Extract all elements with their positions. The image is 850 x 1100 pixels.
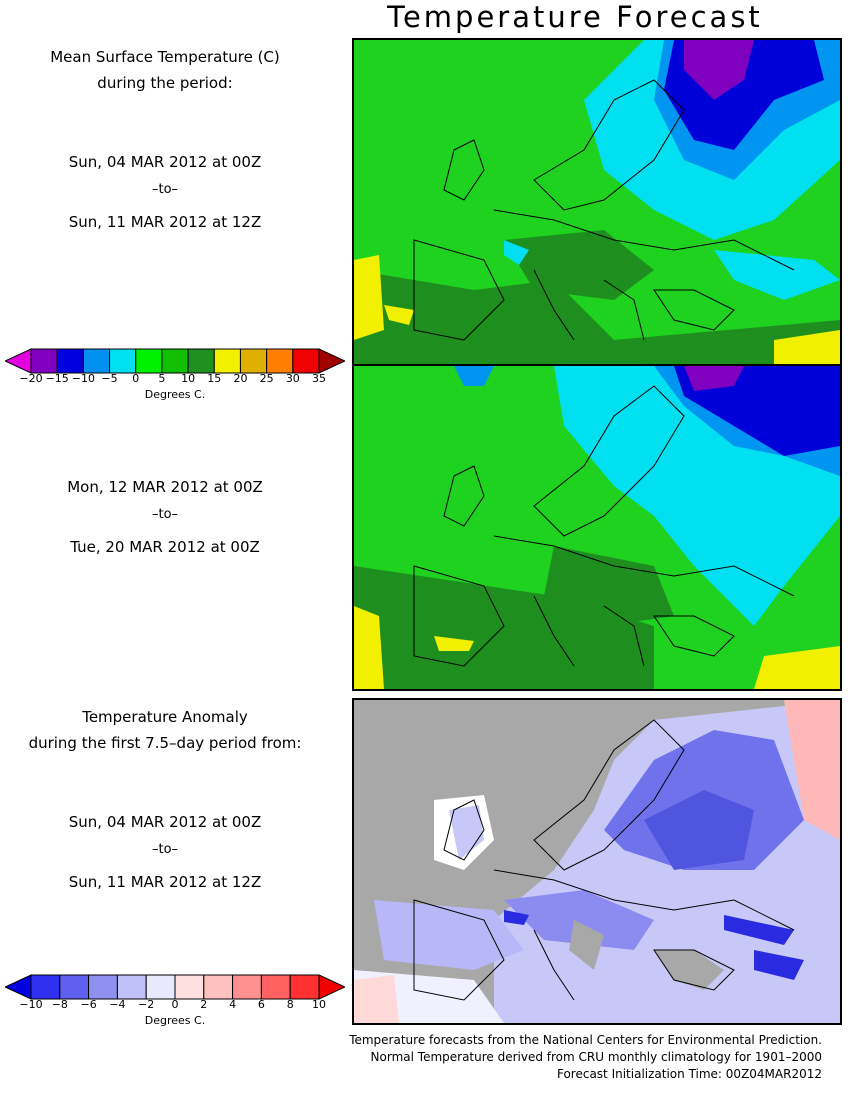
anomaly-tick-label: −6 xyxy=(80,998,97,1011)
anomaly-swatch xyxy=(174,974,205,1000)
temperature-tick-label: 5 xyxy=(158,372,166,385)
temperature-swatch-high xyxy=(318,348,347,374)
temperature-swatch xyxy=(82,348,111,374)
anomaly-swatch xyxy=(145,974,176,1000)
anomaly-tick-label: −8 xyxy=(51,998,68,1011)
temperature-tick-label: 20 xyxy=(233,372,248,385)
anomaly-swatch xyxy=(260,974,291,1000)
temperature-swatch xyxy=(213,348,241,374)
panel1-to: –to– xyxy=(151,182,179,197)
temperature-unit-label: Degrees C. xyxy=(144,388,206,401)
temperature-swatch xyxy=(109,348,137,374)
temperature-color-bar-swatches xyxy=(3,348,347,374)
credits-line2: Normal Temperature derived from CRU mont… xyxy=(370,1050,822,1064)
anomaly-tick-label: 8 xyxy=(286,998,294,1011)
anomaly-swatch xyxy=(203,974,234,1000)
temperature-swatch-low xyxy=(3,348,32,374)
temperature-tick-label: 10 xyxy=(181,372,196,385)
anomaly-swatch xyxy=(289,974,320,1000)
credits: Temperature forecasts from the National … xyxy=(349,1032,822,1083)
anomaly-tick-label: 4 xyxy=(229,998,237,1011)
panel1-header-line2: during the period: xyxy=(97,74,233,92)
temperature-map-week2 xyxy=(352,364,842,691)
temperature-tick-label: 0 xyxy=(132,372,140,385)
temperature-tick-label: 15 xyxy=(207,372,222,385)
anomaly-swatch xyxy=(232,974,262,1000)
temperature-tick-label: −10 xyxy=(71,372,95,385)
temperature-swatch xyxy=(30,348,58,374)
temperature-color-bar: −20 −15 −10 −5 0 5 10 15 20 25 30 35 Degrees C. xyxy=(3,348,347,408)
temperature-tick-label: 25 xyxy=(259,372,274,385)
panel3-header-line1: Temperature Anomaly xyxy=(82,708,248,726)
temperature-tick-label: −20 xyxy=(19,372,43,385)
credits-line1: Temperature forecasts from the National … xyxy=(349,1033,822,1047)
temperature-map-week1 xyxy=(352,38,842,366)
credits-line3: Forecast Initialization Time: 00Z04MAR20… xyxy=(556,1067,822,1081)
anomaly-swatch xyxy=(88,974,118,1000)
temperature-tick-label: 35 xyxy=(312,372,326,385)
panel1-end-time: Sun, 11 MAR 2012 at 12Z xyxy=(68,213,262,231)
temperature-anomaly-map xyxy=(352,698,842,1025)
anomaly-color-bar: −10 −8 −6 −4 −2 0 2 4 6 8 10 Degrees C. xyxy=(3,974,347,1034)
panel3-header-line2: during the first 7.5–day period from: xyxy=(28,734,302,752)
panel1-start-time: Sun, 04 MAR 2012 at 00Z xyxy=(68,153,262,171)
temperature-swatch xyxy=(239,348,268,374)
temperature-swatch xyxy=(56,348,84,374)
page-title: Temperature Forecast xyxy=(387,0,763,34)
temperature-swatch xyxy=(266,348,294,374)
panel2-start-time: Mon, 12 MAR 2012 at 00Z xyxy=(67,478,263,496)
anomaly-tick-label: 10 xyxy=(312,998,326,1011)
anomaly-swatch xyxy=(116,974,147,1000)
panel1-header-line1: Mean Surface Temperature (C) xyxy=(50,48,280,66)
anomaly-tick-label: −4 xyxy=(109,998,126,1011)
anomaly-swatch-low xyxy=(3,974,32,1000)
anomaly-tick-label: 2 xyxy=(200,998,208,1011)
anomaly-unit-label: Degrees C. xyxy=(144,1014,206,1027)
anomaly-swatch xyxy=(59,974,90,1000)
panel2-end-time: Tue, 20 MAR 2012 at 00Z xyxy=(70,538,260,556)
anomaly-tick-label: 0 xyxy=(171,998,179,1011)
anomaly-color-bar-swatches xyxy=(3,974,347,1000)
anomaly-tick-label: −10 xyxy=(19,998,43,1011)
anomaly-tick-label: −2 xyxy=(138,998,155,1011)
anomaly-swatch-high xyxy=(318,974,347,1000)
temperature-swatch xyxy=(161,348,189,374)
panel3-to: –to– xyxy=(151,842,179,857)
panel3-start-time: Sun, 04 MAR 2012 at 00Z xyxy=(68,813,262,831)
temperature-swatch xyxy=(135,348,163,374)
anomaly-swatch xyxy=(30,974,61,1000)
temperature-tick-label: −5 xyxy=(101,372,118,385)
anomaly-tick-label: 6 xyxy=(257,998,265,1011)
temperature-swatch xyxy=(292,348,320,374)
temperature-swatch xyxy=(187,348,215,374)
panel3-end-time: Sun, 11 MAR 2012 at 12Z xyxy=(68,873,262,891)
panel2-to: –to– xyxy=(151,507,179,522)
temperature-tick-label: 30 xyxy=(285,372,300,385)
temperature-tick-label: −15 xyxy=(45,372,69,385)
